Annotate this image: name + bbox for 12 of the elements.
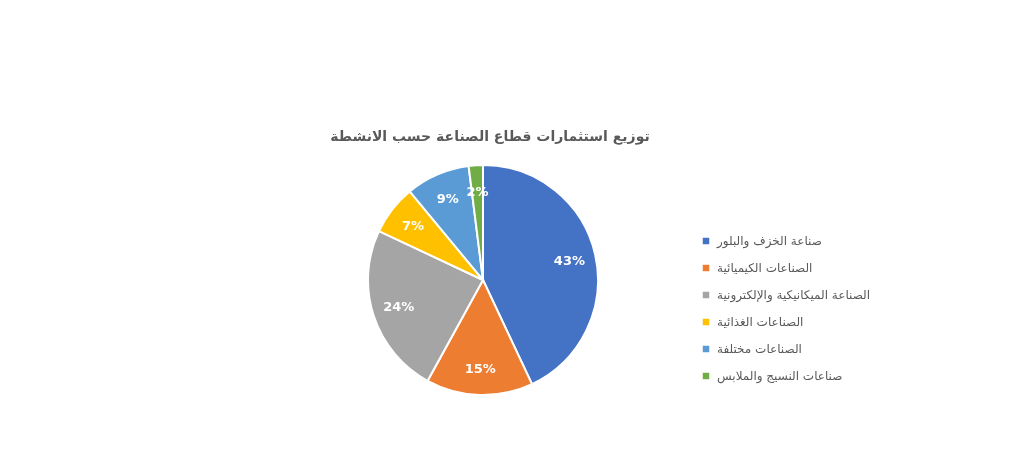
legend-label: صناعة الخزف والبلور — [716, 234, 822, 249]
legend-label: الصناعات الغذائية — [717, 315, 804, 329]
data-label: 9% — [436, 190, 459, 206]
data-label: 7% — [401, 217, 425, 233]
legend-label: الصناعات الكيميائية — [717, 261, 813, 275]
legend-label: الصناعة الميكانيكية والإلكترونية — [717, 288, 871, 303]
data-label: 43% — [553, 252, 585, 268]
legend-label: صناعات النسيج والملابس — [717, 369, 843, 384]
chart-title: توزيع استثمارات قطاع الصناعة حسب الانشطة — [330, 128, 650, 145]
legend-label: الصناعات مختلفة — [717, 342, 802, 356]
data-label: 24% — [383, 299, 415, 315]
data-label: 15% — [464, 360, 496, 376]
